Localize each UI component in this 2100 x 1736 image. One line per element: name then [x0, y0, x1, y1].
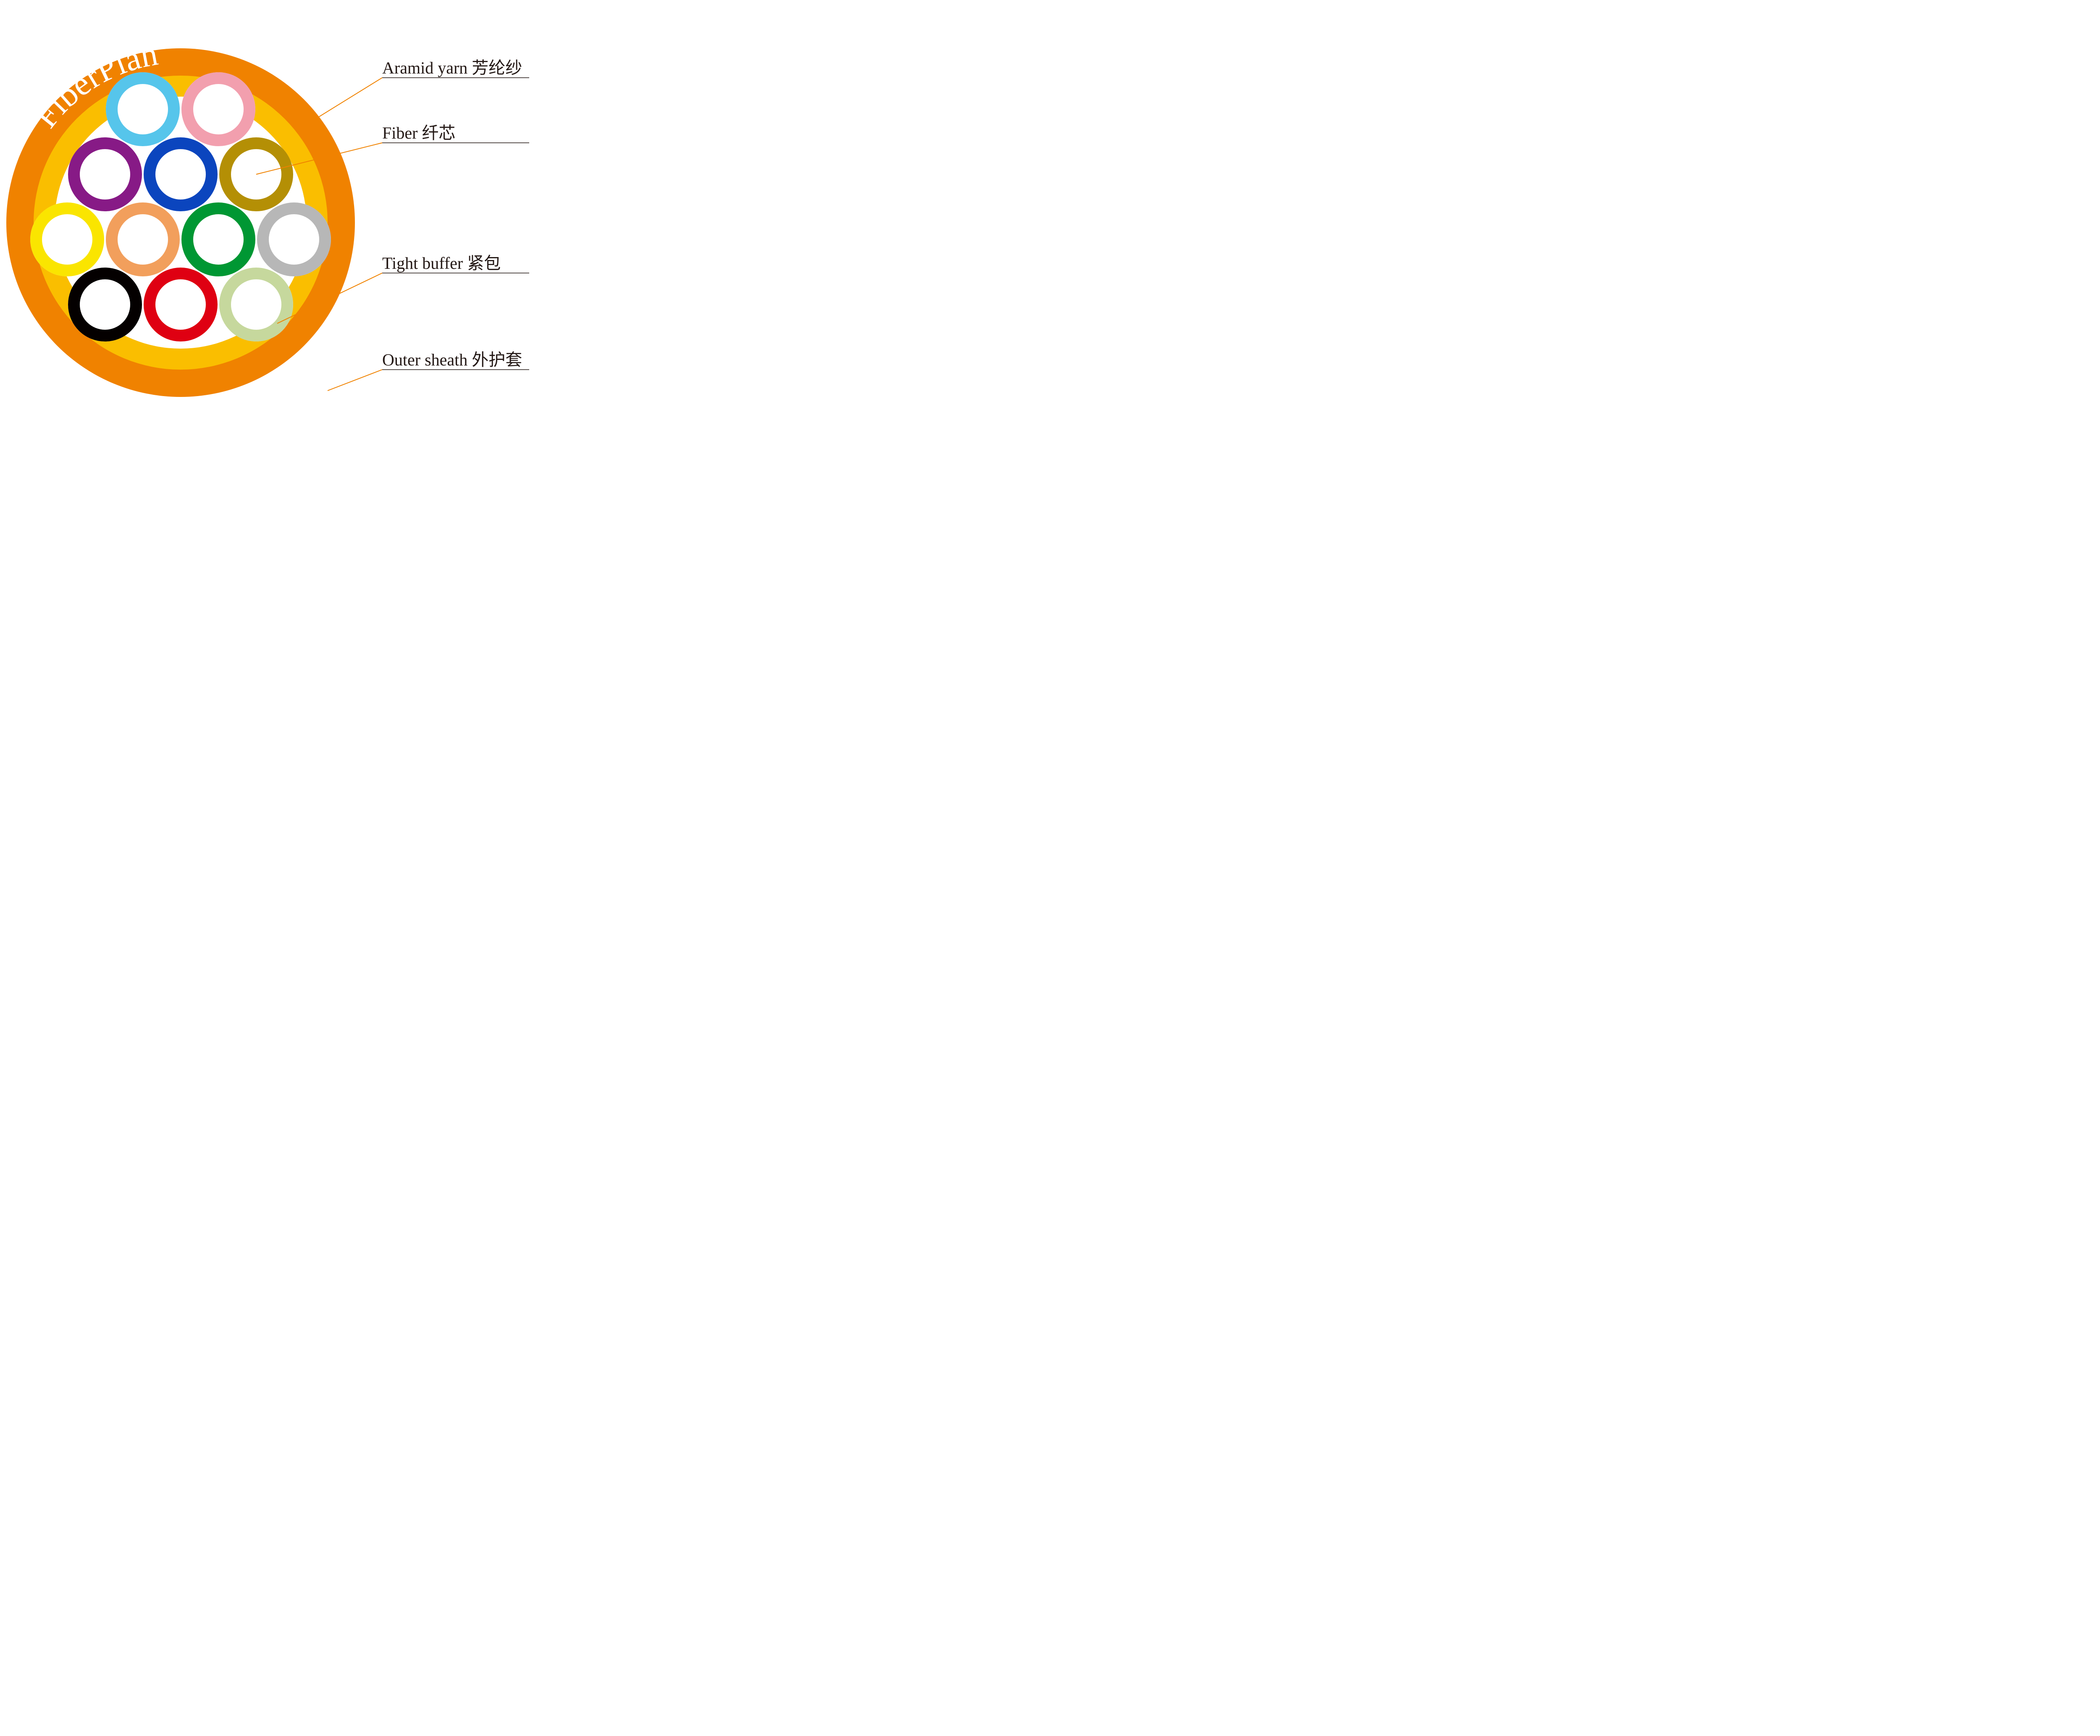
- callout-leader-outer-sheath: [328, 370, 382, 391]
- callout-label-fiber: Fiber 纤芯: [382, 123, 455, 142]
- fiber-cable-diagram: FiberPlanAramid yarn 芳纶纱Fiber 纤芯Tight bu…: [0, 0, 538, 418]
- diagram-svg: FiberPlanAramid yarn 芳纶纱Fiber 纤芯Tight bu…: [0, 0, 538, 418]
- callout-leader-aramid-yarn: [311, 78, 382, 122]
- callout-label-outer-sheath: Outer sheath 外护套: [382, 350, 522, 369]
- callout-label-tight-buffer: Tight buffer 紧包: [382, 254, 501, 273]
- callout-label-aramid-yarn: Aramid yarn 芳纶纱: [382, 58, 522, 77]
